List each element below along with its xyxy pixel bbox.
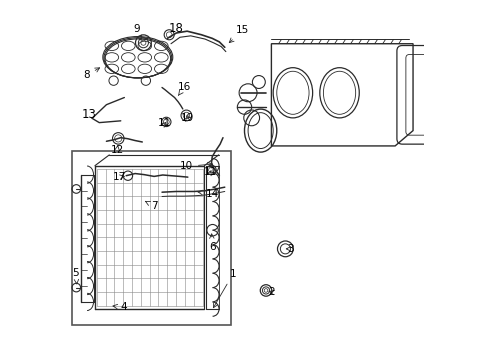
Text: 14: 14 [198,189,219,199]
Text: 11: 11 [203,167,217,177]
Text: 2: 2 [267,287,274,297]
Text: 18: 18 [168,22,183,35]
Text: 15: 15 [229,25,249,42]
Text: 10: 10 [180,161,212,171]
Text: 3: 3 [286,244,293,254]
Text: 1: 1 [213,269,236,308]
Text: 17: 17 [113,172,126,182]
Bar [72,151,231,325]
Text: 4: 4 [113,302,126,312]
Text: 7: 7 [145,201,157,211]
Text: 13: 13 [82,108,97,121]
Text: 6: 6 [208,234,215,252]
Text: 12: 12 [110,144,123,154]
Text: 16: 16 [177,82,190,95]
Text: 5: 5 [73,267,79,284]
Text: 8: 8 [83,68,100,80]
Text: 9: 9 [133,24,141,40]
Text: 11: 11 [158,118,171,128]
Text: 19: 19 [180,113,193,123]
